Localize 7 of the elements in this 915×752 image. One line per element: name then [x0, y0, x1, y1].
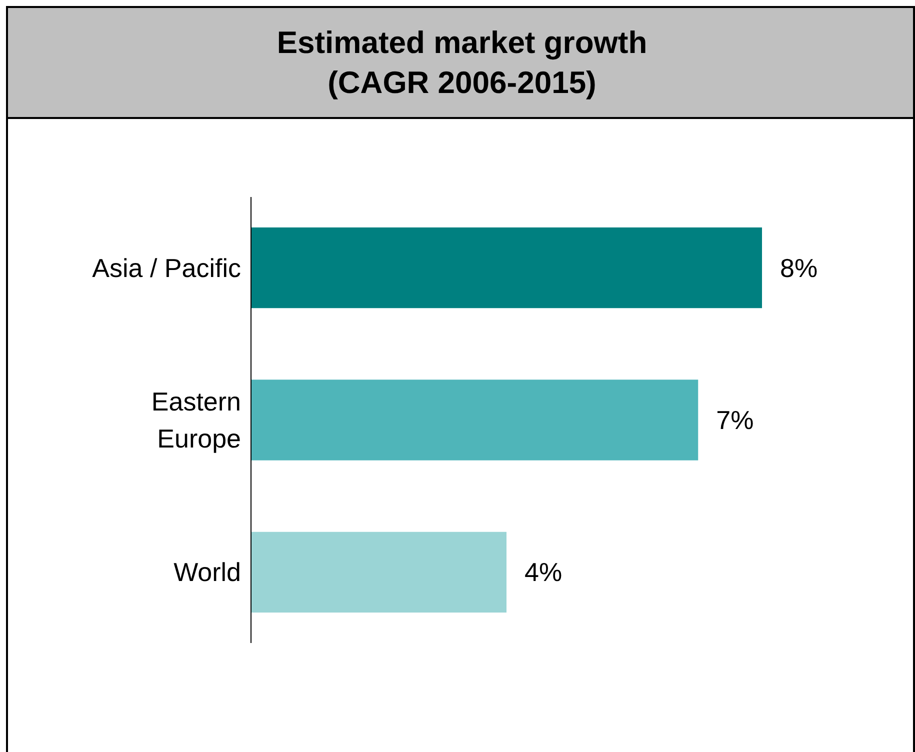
data-label: 8% — [780, 252, 818, 283]
y-tick-label: Asia / Pacific — [92, 252, 241, 283]
y-tick-label: World — [174, 557, 241, 588]
data-label: 7% — [716, 405, 754, 435]
chart-title: Estimated market growth (CAGR 2006-2015) — [276, 25, 648, 100]
y-tick-label: Eastern Europe — [151, 386, 241, 454]
data-label: 4% — [524, 557, 562, 588]
